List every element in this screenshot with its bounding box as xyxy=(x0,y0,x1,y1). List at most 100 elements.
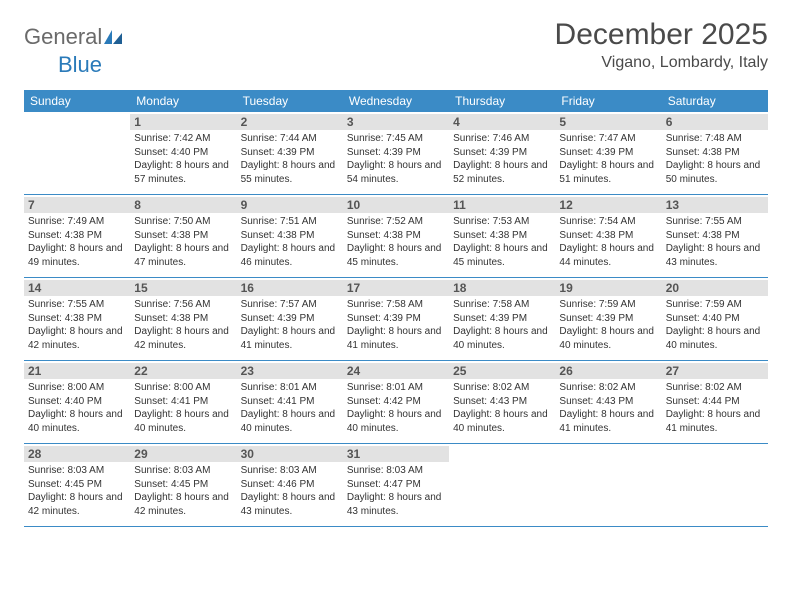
day-cell: 15Sunrise: 7:56 AMSunset: 4:38 PMDayligh… xyxy=(130,278,236,360)
day-number: 22 xyxy=(130,363,236,379)
sunset-line: Sunset: 4:38 PM xyxy=(28,312,126,326)
day-cell: 16Sunrise: 7:57 AMSunset: 4:39 PMDayligh… xyxy=(237,278,343,360)
daylight-line: Daylight: 8 hours and 41 minutes. xyxy=(241,325,339,352)
daylight-line: Daylight: 8 hours and 40 minutes. xyxy=(241,408,339,435)
logo-text-blue: Blue xyxy=(58,52,102,77)
calendar-grid: SundayMondayTuesdayWednesdayThursdayFrid… xyxy=(24,90,768,527)
sunrise-line: Sunrise: 7:44 AM xyxy=(241,132,339,146)
daylight-line: Daylight: 8 hours and 46 minutes. xyxy=(241,242,339,269)
sunrise-line: Sunrise: 8:02 AM xyxy=(559,381,657,395)
day-cell xyxy=(449,444,555,526)
daylight-line: Daylight: 8 hours and 42 minutes. xyxy=(134,491,232,518)
weekday-header: Friday xyxy=(555,90,661,112)
daylight-line: Daylight: 8 hours and 40 minutes. xyxy=(28,408,126,435)
day-number: 11 xyxy=(449,197,555,213)
daylight-line: Daylight: 8 hours and 42 minutes. xyxy=(28,325,126,352)
day-cell: 11Sunrise: 7:53 AMSunset: 4:38 PMDayligh… xyxy=(449,195,555,277)
sunrise-line: Sunrise: 8:02 AM xyxy=(453,381,551,395)
day-number: 31 xyxy=(343,446,449,462)
day-number: 9 xyxy=(237,197,343,213)
daylight-line: Daylight: 8 hours and 55 minutes. xyxy=(241,159,339,186)
week-row: 1Sunrise: 7:42 AMSunset: 4:40 PMDaylight… xyxy=(24,112,768,195)
day-number: 14 xyxy=(24,280,130,296)
sunset-line: Sunset: 4:39 PM xyxy=(559,146,657,160)
day-cell: 10Sunrise: 7:52 AMSunset: 4:38 PMDayligh… xyxy=(343,195,449,277)
sunrise-line: Sunrise: 8:02 AM xyxy=(666,381,764,395)
daylight-line: Daylight: 8 hours and 45 minutes. xyxy=(453,242,551,269)
day-number: 19 xyxy=(555,280,661,296)
month-title: December 2025 xyxy=(555,18,768,52)
sunrise-line: Sunrise: 7:46 AM xyxy=(453,132,551,146)
day-cell: 24Sunrise: 8:01 AMSunset: 4:42 PMDayligh… xyxy=(343,361,449,443)
sunrise-line: Sunrise: 7:57 AM xyxy=(241,298,339,312)
sunset-line: Sunset: 4:39 PM xyxy=(241,146,339,160)
sunrise-line: Sunrise: 7:52 AM xyxy=(347,215,445,229)
sunset-line: Sunset: 4:38 PM xyxy=(28,229,126,243)
day-cell: 2 Sunrise: 7:44 AMSunset: 4:39 PMDaylight… xyxy=(237,112,343,194)
sunrise-line: Sunrise: 8:00 AM xyxy=(134,381,232,395)
sunset-line: Sunset: 4:40 PM xyxy=(134,146,232,160)
sunrise-line: Sunrise: 7:53 AM xyxy=(453,215,551,229)
sunrise-line: Sunrise: 7:50 AM xyxy=(134,215,232,229)
day-number: 2 xyxy=(237,114,343,130)
day-cell: 5Sunrise: 7:47 AMSunset: 4:39 PMDaylight… xyxy=(555,112,661,194)
day-number: 5 xyxy=(555,114,661,130)
day-number: 15 xyxy=(130,280,236,296)
sunset-line: Sunset: 4:46 PM xyxy=(241,478,339,492)
daylight-line: Daylight: 8 hours and 43 minutes. xyxy=(347,491,445,518)
day-cell: 21Sunrise: 8:00 AMSunset: 4:40 PMDayligh… xyxy=(24,361,130,443)
daylight-line: Daylight: 8 hours and 43 minutes. xyxy=(241,491,339,518)
calendar-page: General December 2025 Vigano, Lombardy, … xyxy=(0,0,792,527)
daylight-line: Daylight: 8 hours and 40 minutes. xyxy=(453,408,551,435)
daylight-line: Daylight: 8 hours and 41 minutes. xyxy=(559,408,657,435)
sunrise-line: Sunrise: 7:49 AM xyxy=(28,215,126,229)
daylight-line: Daylight: 8 hours and 40 minutes. xyxy=(559,325,657,352)
daylight-line: Daylight: 8 hours and 40 minutes. xyxy=(134,408,232,435)
sunset-line: Sunset: 4:39 PM xyxy=(453,146,551,160)
day-cell xyxy=(662,444,768,526)
week-row: 14Sunrise: 7:55 AMSunset: 4:38 PMDayligh… xyxy=(24,278,768,361)
day-cell: 26Sunrise: 8:02 AMSunset: 4:43 PMDayligh… xyxy=(555,361,661,443)
day-cell: 30Sunrise: 8:03 AMSunset: 4:46 PMDayligh… xyxy=(237,444,343,526)
daylight-line: Daylight: 8 hours and 45 minutes. xyxy=(347,242,445,269)
sunrise-line: Sunrise: 7:54 AM xyxy=(559,215,657,229)
sunset-line: Sunset: 4:43 PM xyxy=(453,395,551,409)
day-cell: 7Sunrise: 7:49 AMSunset: 4:38 PMDaylight… xyxy=(24,195,130,277)
sunset-line: Sunset: 4:38 PM xyxy=(666,146,764,160)
day-cell: 13Sunrise: 7:55 AMSunset: 4:38 PMDayligh… xyxy=(662,195,768,277)
day-number: 27 xyxy=(662,363,768,379)
day-number: 28 xyxy=(24,446,130,462)
title-block: December 2025 Vigano, Lombardy, Italy xyxy=(555,18,768,72)
weekday-header-row: SundayMondayTuesdayWednesdayThursdayFrid… xyxy=(24,90,768,112)
day-number: 3 xyxy=(343,114,449,130)
day-cell xyxy=(24,112,130,194)
weekday-header: Monday xyxy=(130,90,236,112)
weekday-header: Wednesday xyxy=(343,90,449,112)
day-cell: 1Sunrise: 7:42 AMSunset: 4:40 PMDaylight… xyxy=(130,112,236,194)
daylight-line: Daylight: 8 hours and 42 minutes. xyxy=(28,491,126,518)
sunset-line: Sunset: 4:47 PM xyxy=(347,478,445,492)
daylight-line: Daylight: 8 hours and 42 minutes. xyxy=(134,325,232,352)
day-cell: 19Sunrise: 7:59 AMSunset: 4:39 PMDayligh… xyxy=(555,278,661,360)
day-number: 16 xyxy=(237,280,343,296)
sunset-line: Sunset: 4:44 PM xyxy=(666,395,764,409)
day-cell: 27Sunrise: 8:02 AMSunset: 4:44 PMDayligh… xyxy=(662,361,768,443)
sunset-line: Sunset: 4:38 PM xyxy=(241,229,339,243)
sunrise-line: Sunrise: 7:48 AM xyxy=(666,132,764,146)
sunset-line: Sunset: 4:38 PM xyxy=(347,229,445,243)
weekday-header: Thursday xyxy=(449,90,555,112)
weeks-container: 1Sunrise: 7:42 AMSunset: 4:40 PMDaylight… xyxy=(24,112,768,527)
day-cell: 22Sunrise: 8:00 AMSunset: 4:41 PMDayligh… xyxy=(130,361,236,443)
sunrise-line: Sunrise: 7:42 AM xyxy=(134,132,232,146)
daylight-line: Daylight: 8 hours and 41 minutes. xyxy=(347,325,445,352)
daylight-line: Daylight: 8 hours and 43 minutes. xyxy=(666,242,764,269)
day-number: 29 xyxy=(130,446,236,462)
weekday-header: Tuesday xyxy=(237,90,343,112)
day-number: 30 xyxy=(237,446,343,462)
sunrise-line: Sunrise: 7:47 AM xyxy=(559,132,657,146)
sunset-line: Sunset: 4:39 PM xyxy=(347,312,445,326)
sunrise-line: Sunrise: 7:55 AM xyxy=(666,215,764,229)
weekday-header: Saturday xyxy=(662,90,768,112)
day-number: 23 xyxy=(237,363,343,379)
sunrise-line: Sunrise: 7:45 AM xyxy=(347,132,445,146)
